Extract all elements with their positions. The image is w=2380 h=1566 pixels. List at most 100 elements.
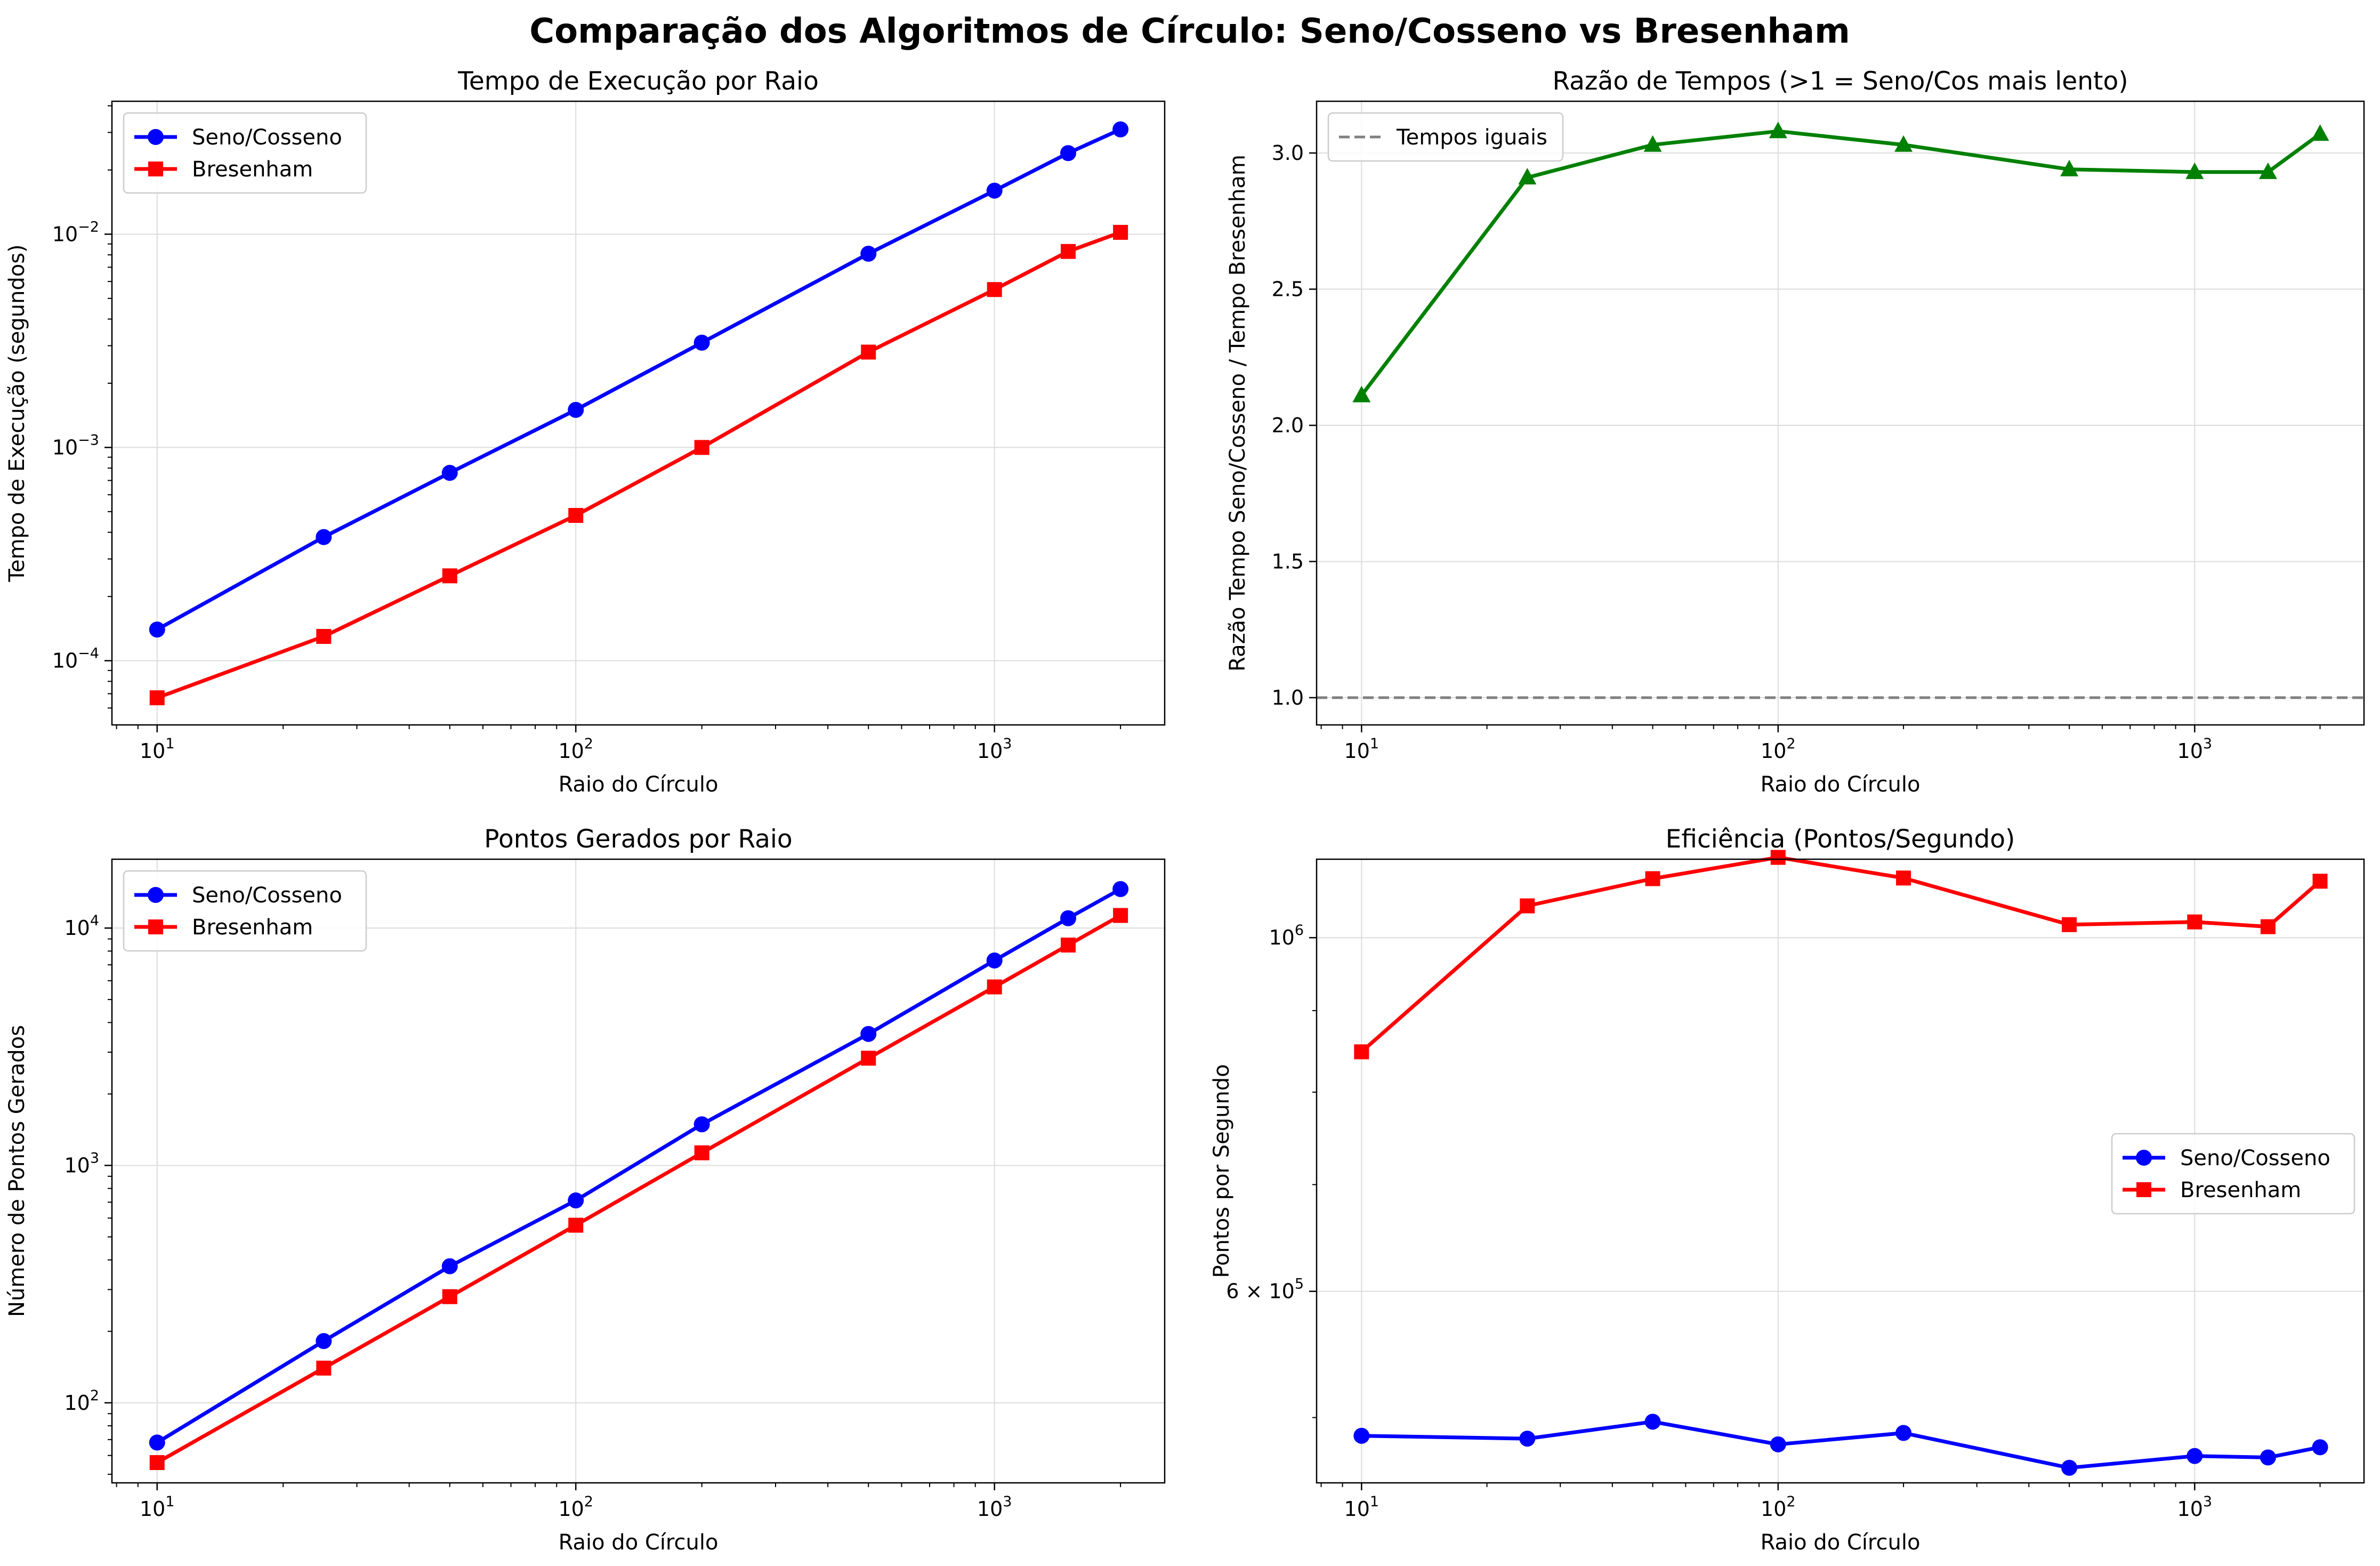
data-point — [442, 568, 457, 584]
x-tick-label: 101 — [140, 736, 175, 763]
data-point — [1354, 1044, 1369, 1060]
y-tick-label: 6 × 105 — [1226, 1276, 1304, 1303]
charts-layer: 101 102 103 10−4 10−3 10−2 Tempo de Execução p… — [5, 67, 2365, 1555]
x-tick-label: 102 — [1761, 736, 1796, 763]
data-point — [316, 529, 332, 545]
data-point — [860, 245, 877, 262]
y-tick-label: 2.0 — [1272, 414, 1304, 437]
chart-panel-razao: 101 102 103 1.0 1.5 2.0 2.5 3.0 Razão de Tempos … — [1225, 67, 2365, 797]
data-point — [568, 1217, 584, 1233]
data-point — [2260, 1449, 2276, 1466]
data-point — [1112, 121, 1129, 138]
data-point — [2187, 914, 2202, 930]
data-point — [149, 690, 165, 706]
y-tick-label: 10−4 — [52, 645, 99, 673]
data-point — [1770, 850, 1786, 865]
plot-area — [1317, 101, 2364, 725]
data-point — [2258, 162, 2277, 179]
data-point — [2312, 874, 2328, 889]
data-point — [1518, 168, 1537, 185]
data-point — [1896, 870, 1911, 886]
x-axis-label: Raio do Círculo — [559, 772, 719, 797]
legend-marker — [148, 919, 163, 934]
data-point — [861, 344, 876, 360]
data-point — [1353, 1427, 1370, 1444]
data-point — [2062, 917, 2077, 932]
legend-label: Bresenham — [2180, 1178, 2301, 1202]
axes-frame — [111, 858, 1166, 1484]
legend-label: Bresenham — [192, 915, 313, 940]
data-point — [1643, 135, 1662, 152]
data-point — [568, 402, 584, 418]
x-axis-label: Raio do Círculo — [559, 1530, 719, 1555]
chart-title: Tempo de Execução por Raio — [457, 67, 819, 96]
legend: Seno/Cosseno Bresenham — [123, 112, 367, 194]
data-point — [441, 465, 458, 481]
data-point — [149, 621, 165, 638]
data-point — [2260, 919, 2276, 934]
data-point — [1060, 244, 1076, 259]
data-point — [1112, 881, 1129, 897]
legend: Seno/Cosseno Bresenham — [2111, 1133, 2355, 1215]
data-point — [1060, 145, 1076, 162]
data-point — [2311, 124, 2329, 141]
data-point — [316, 1333, 332, 1349]
data-point — [1769, 122, 1787, 139]
y-tick-label: 10−3 — [52, 432, 99, 459]
data-point — [1352, 385, 1371, 402]
y-axis-label: Pontos por Segundo — [1209, 1064, 1234, 1278]
axes-frame — [111, 100, 1166, 726]
data-point — [2187, 1448, 2203, 1464]
y-tick-label: 104 — [64, 913, 99, 940]
data-point — [2061, 1459, 2078, 1476]
x-tick-label: 102 — [558, 736, 593, 763]
data-point — [861, 1051, 876, 1066]
y-axis-label: Razão Tempo Seno/Cosseno / Tempo Bresenh… — [1225, 155, 1250, 672]
data-point — [316, 628, 332, 644]
chart-panel-eficiencia: 101 102 103 6 × 105 106 Eficiência (Pontos/Se… — [1209, 825, 2365, 1555]
y-tick-label: 102 — [64, 1387, 99, 1415]
data-point — [987, 979, 1002, 995]
legend-box — [1327, 112, 1564, 162]
x-tick-label: 102 — [1761, 1494, 1796, 1521]
legend-marker — [148, 129, 164, 145]
legend-label: Tempos iguais — [1396, 125, 1547, 150]
data-point — [1645, 871, 1660, 886]
data-point — [1520, 898, 1535, 914]
data-point — [568, 507, 584, 523]
plot-area — [112, 101, 1165, 725]
y-tick-label: 103 — [64, 1150, 99, 1177]
x-tick-label: 102 — [558, 1494, 593, 1521]
data-point — [860, 1026, 877, 1042]
chart-title: Razão de Tempos (>1 = Seno/Cos mais lent… — [1552, 67, 2128, 96]
data-point — [693, 1116, 710, 1133]
legend-label: Seno/Cosseno — [2180, 1146, 2330, 1171]
axes-frame — [1316, 100, 2365, 726]
y-tick-label: 1.5 — [1272, 550, 1304, 573]
data-point — [1060, 910, 1076, 926]
data-point — [1644, 1414, 1661, 1430]
y-tick-label: 2.5 — [1272, 278, 1304, 301]
legend-label: Seno/Cosseno — [192, 883, 342, 908]
x-axis-label: Raio do Círculo — [1761, 1530, 1921, 1555]
data-point — [2060, 159, 2079, 176]
data-point — [1894, 135, 1913, 152]
chart-title: Eficiência (Pontos/Segundo) — [1666, 825, 2015, 854]
x-axis-label: Raio do Círculo — [1761, 772, 1921, 797]
chart-title: Pontos Gerados por Raio — [484, 825, 792, 854]
data-point — [693, 334, 710, 351]
y-tick-label: 1.0 — [1272, 686, 1304, 709]
data-point — [442, 1289, 457, 1304]
data-point — [986, 952, 1003, 969]
data-point — [1060, 938, 1076, 953]
y-tick-label: 3.0 — [1272, 141, 1304, 165]
data-point — [1113, 224, 1128, 240]
legend-label: Bresenham — [192, 157, 313, 182]
data-point — [441, 1258, 458, 1274]
data-point — [694, 1145, 709, 1160]
legend-label: Seno/Cosseno — [192, 125, 342, 150]
x-tick-label: 103 — [977, 736, 1012, 763]
data-point — [316, 1360, 332, 1376]
data-point — [987, 282, 1002, 297]
